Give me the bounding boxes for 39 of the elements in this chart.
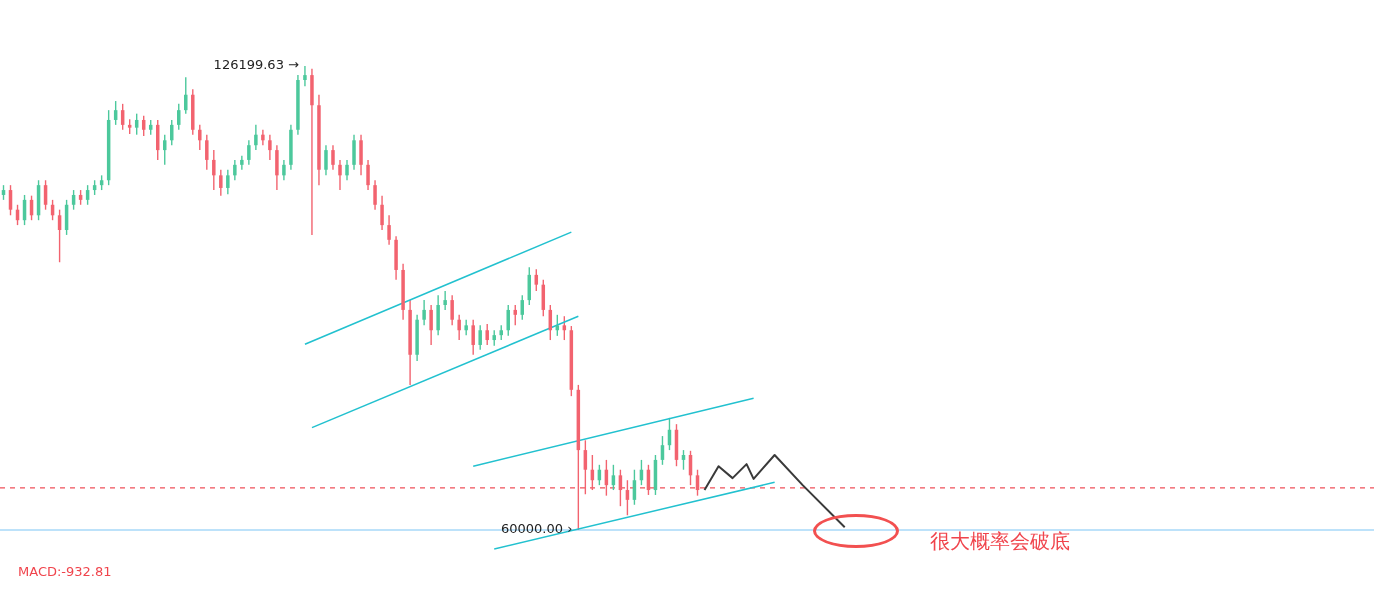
candlestick — [170, 119, 174, 146]
candlestick — [422, 299, 426, 327]
candlestick — [240, 155, 244, 171]
candlestick — [261, 129, 265, 146]
candlestick — [450, 294, 454, 327]
candlestick — [247, 139, 251, 166]
candlestick — [177, 103, 181, 131]
candlestick — [219, 169, 223, 197]
candlestick — [387, 214, 391, 246]
candlestick — [233, 159, 237, 181]
annotation: 很大概率会破底 — [930, 529, 1070, 554]
text: MACD:-932.81 — [18, 564, 112, 580]
candlestick — [282, 159, 286, 181]
candlestick — [380, 194, 384, 231]
candlestick — [254, 124, 258, 151]
candlestick — [324, 144, 328, 177]
candlestick — [268, 133, 272, 161]
candlestick — [513, 304, 517, 327]
candlestick — [198, 124, 202, 151]
candlestick — [212, 149, 216, 191]
candlestick — [303, 65, 307, 88]
annotation: 60000.00 › — [500, 521, 573, 537]
candlestick — [485, 323, 489, 346]
candlestick — [457, 314, 461, 341]
candlestick — [366, 159, 370, 191]
candlestick — [338, 159, 342, 191]
candlestick — [429, 304, 433, 346]
candlestick — [226, 169, 230, 195]
candlestick — [478, 324, 482, 351]
annotation: 126199.63 → — [213, 57, 300, 73]
candlestick — [464, 319, 468, 336]
candlestick — [205, 133, 209, 171]
candlestick — [345, 159, 349, 181]
candlestick — [443, 290, 447, 311]
candlestick — [331, 144, 335, 171]
candlestick — [471, 319, 475, 356]
candlestick — [184, 76, 188, 115]
candlestick — [506, 304, 510, 337]
candlestick — [373, 179, 377, 211]
